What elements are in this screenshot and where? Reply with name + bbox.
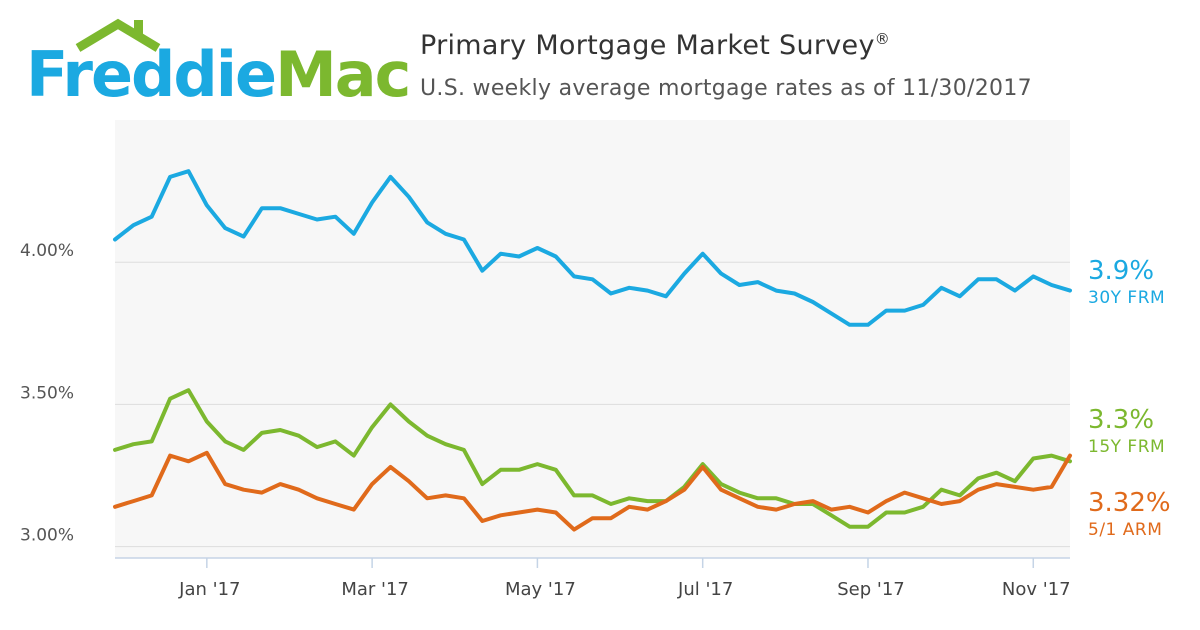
- x-axis-labels: Jan '17 Mar '17 May '17 Jul '17 Sep '17 Nov '…: [178, 579, 1070, 600]
- freddie-mac-logo: FreddieMac: [26, 18, 411, 110]
- end-label-15y: 3.3% 15Y FRM: [1088, 407, 1165, 456]
- x-tick-label-1: Mar '17: [341, 579, 409, 600]
- logo-word-mac: Mac: [275, 38, 411, 111]
- x-tick-label-4: Sep '17: [837, 579, 905, 600]
- series-line-0: [113, 169, 1072, 327]
- x-tick-label-5: Nov '17: [1002, 579, 1071, 600]
- registered-mark: ®: [874, 30, 891, 48]
- series-name-arm: 5/1 ARM: [1088, 520, 1163, 540]
- end-label-30y: 3.9% 30Y FRM: [1088, 258, 1165, 307]
- logo-word-freddie: Freddie: [26, 38, 277, 111]
- end-value-30y: 3.9%: [1088, 256, 1155, 286]
- x-tick-label-3: Jul '17: [677, 579, 733, 600]
- logo-wordmark: FreddieMac: [26, 44, 411, 106]
- x-tick-label-2: May '17: [505, 579, 576, 600]
- x-tick-label-0: Jan '17: [178, 579, 240, 600]
- x-axis-ticks: [206, 558, 1035, 568]
- grid-lines: [115, 261, 1070, 548]
- chart-subtitle: U.S. weekly average mortgage rates as of…: [420, 76, 1032, 101]
- series-line-1: [113, 388, 1072, 529]
- chart-title: Primary Mortgage Market Survey®: [420, 30, 890, 61]
- chart-title-text: Primary Mortgage Market Survey: [420, 30, 875, 61]
- y-axis-labels: 3.00% 3.50% 4.00%: [20, 241, 74, 545]
- series-name-30y: 30Y FRM: [1088, 288, 1166, 308]
- series-name-15y: 15Y FRM: [1088, 437, 1166, 457]
- y-tick-label-1: 3.50%: [20, 383, 74, 403]
- end-value-15y: 3.3%: [1088, 405, 1155, 435]
- y-tick-label-2: 4.00%: [20, 241, 74, 261]
- house-roof-icon: [75, 18, 161, 52]
- y-tick-label-0: 3.00%: [20, 526, 74, 546]
- series-line-2: [113, 450, 1072, 532]
- end-label-arm: 3.32% 5/1 ARM: [1088, 490, 1171, 539]
- end-value-arm: 3.32%: [1088, 488, 1171, 518]
- series-lines: [113, 169, 1072, 532]
